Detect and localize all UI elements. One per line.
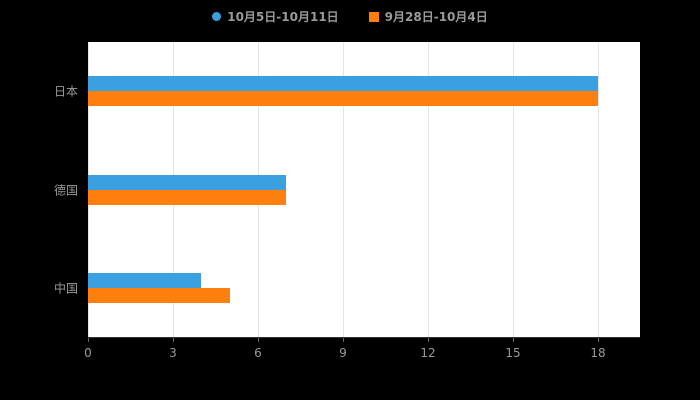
legend-label: 9月28日-10月4日 xyxy=(384,10,488,24)
legend-item-0[interactable]: 10月5日-10月11日 xyxy=(212,8,339,25)
x-tick-mark xyxy=(343,337,344,342)
x-tick-label: 9 xyxy=(339,346,347,360)
bar-series0-日本[interactable] xyxy=(88,76,598,92)
bar-series1-中国[interactable] xyxy=(88,287,230,303)
legend: 10月5日-10月11日 9月28日-10月4日 xyxy=(0,8,700,25)
x-tick-label: 3 xyxy=(169,346,177,360)
legend-item-1[interactable]: 9月28日-10月4日 xyxy=(368,8,488,25)
plot-area xyxy=(88,42,640,337)
x-tick-mark xyxy=(513,337,514,342)
gridline xyxy=(513,42,514,337)
y-category-label: 日本 xyxy=(53,84,78,99)
x-tick-mark xyxy=(258,337,259,342)
bar-series1-日本[interactable] xyxy=(88,91,598,107)
x-tick-label: 18 xyxy=(590,346,606,360)
x-tick-mark xyxy=(88,337,89,342)
legend-marker-icon xyxy=(368,11,379,22)
x-tick-label: 0 xyxy=(84,346,92,360)
y-category-label: 德国 xyxy=(53,183,78,197)
x-tick-mark xyxy=(598,337,599,342)
gridline xyxy=(428,42,429,337)
legend-marker-icon xyxy=(212,12,222,21)
legend-label: 10月5日-10月11日 xyxy=(227,10,339,24)
x-tick-label: 15 xyxy=(505,346,521,360)
bar-series0-德国[interactable] xyxy=(88,174,287,190)
gridline xyxy=(343,42,344,337)
x-tick-label: 6 xyxy=(254,346,262,360)
bar-series0-中国[interactable] xyxy=(88,272,202,288)
x-tick-label: 12 xyxy=(420,346,436,360)
x-axis-line xyxy=(88,337,640,338)
y-category-label: 中国 xyxy=(53,281,78,296)
gridline xyxy=(598,42,599,337)
bar-series1-德国[interactable] xyxy=(88,189,287,205)
x-tick-mark xyxy=(173,337,174,342)
x-tick-mark xyxy=(428,337,429,342)
